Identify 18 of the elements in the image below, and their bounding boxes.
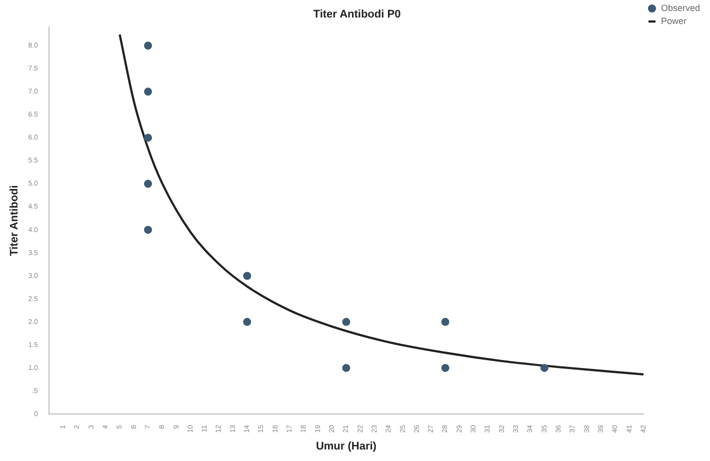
- point: [243, 318, 252, 326]
- point: [243, 272, 252, 280]
- legend-label: Observed: [660, 2, 700, 13]
- point: [144, 134, 152, 142]
- x-axis-title: Umur (Hari): [316, 440, 377, 452]
- point: [441, 364, 450, 372]
- point: [540, 364, 548, 372]
- point: [144, 42, 152, 50]
- legend-label: Power: [660, 16, 686, 26]
- point: [144, 88, 152, 96]
- point: [342, 364, 350, 372]
- point: [144, 180, 152, 188]
- point: [342, 318, 350, 326]
- chart-title: Titer Antibodi P0: [313, 8, 401, 21]
- line-series: [118, 33, 644, 376]
- y-axis-title: Titer Antibodi: [8, 185, 21, 256]
- point: [441, 318, 450, 326]
- point: [144, 226, 152, 234]
